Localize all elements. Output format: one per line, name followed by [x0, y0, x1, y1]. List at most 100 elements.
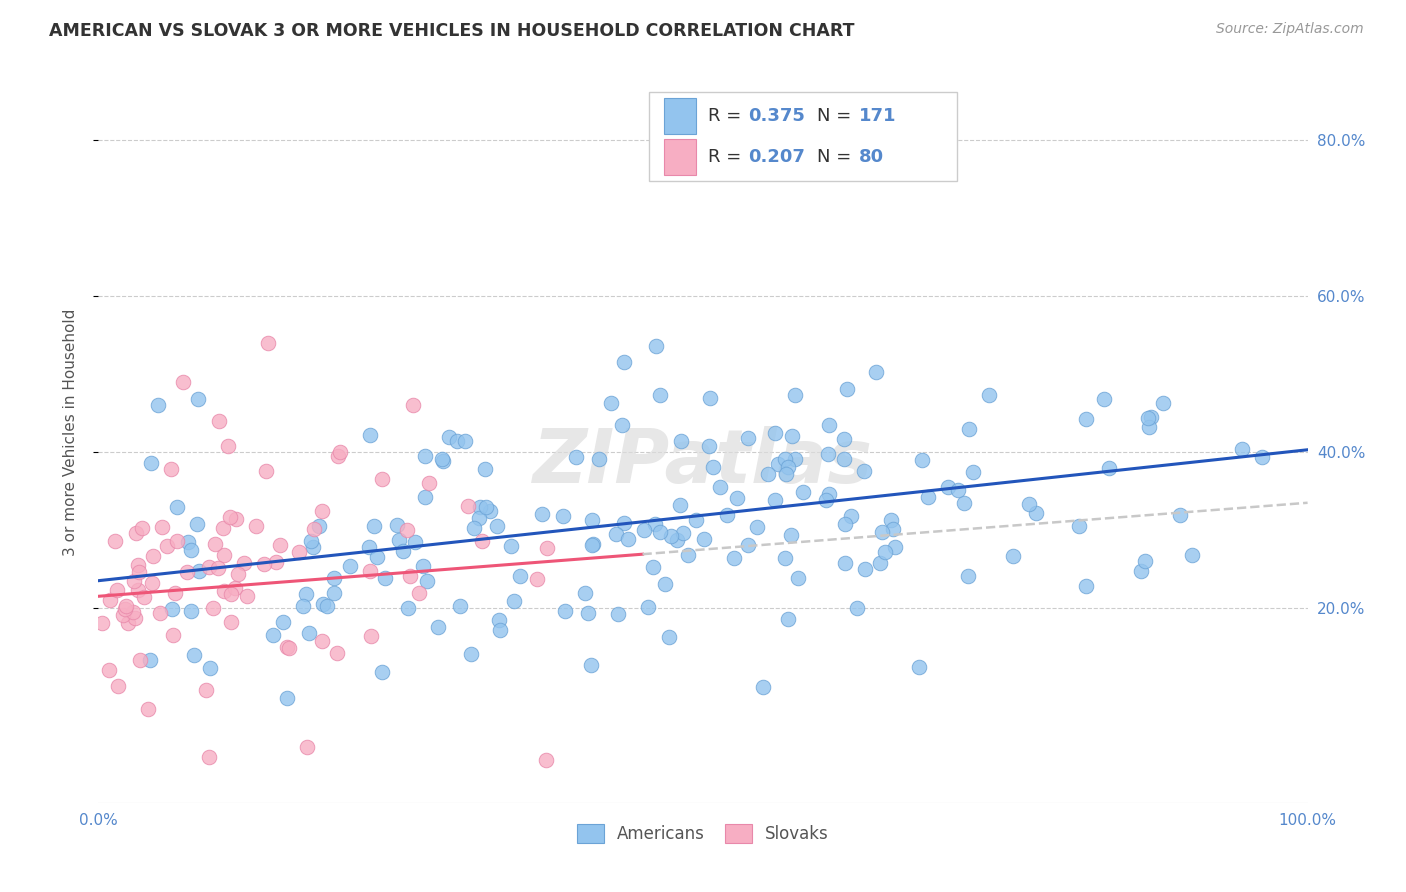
Point — [763, 425, 786, 440]
Point — [574, 586, 596, 600]
Point — [295, 739, 318, 754]
Point — [576, 607, 599, 621]
Point — [463, 521, 485, 535]
Point — [599, 395, 621, 409]
Point — [271, 615, 294, 629]
Point — [292, 599, 315, 613]
Text: 0.375: 0.375 — [748, 107, 804, 125]
Point — [792, 485, 814, 500]
Point — [554, 604, 576, 618]
Point — [852, 464, 875, 478]
Text: R =: R = — [707, 107, 747, 125]
Point — [160, 601, 183, 615]
Point — [468, 500, 491, 514]
Point — [312, 598, 335, 612]
Point — [326, 647, 349, 661]
Point — [200, 661, 222, 675]
Point — [360, 629, 382, 643]
Text: 171: 171 — [859, 107, 897, 125]
Point — [752, 681, 775, 695]
Point — [323, 586, 346, 600]
Point — [709, 480, 731, 494]
Text: Source: ZipAtlas.com: Source: ZipAtlas.com — [1216, 22, 1364, 37]
Point — [1025, 506, 1047, 520]
Point — [228, 566, 250, 581]
Point — [723, 551, 745, 566]
Point — [658, 630, 681, 644]
Point — [536, 541, 558, 555]
Point — [783, 452, 806, 467]
Point — [131, 521, 153, 535]
Point — [311, 504, 333, 518]
Point — [775, 467, 797, 481]
Point — [412, 559, 434, 574]
Point — [155, 539, 177, 553]
Point — [582, 537, 605, 551]
Point — [588, 452, 610, 467]
Point — [359, 564, 381, 578]
Point — [839, 509, 862, 524]
Point — [121, 606, 143, 620]
Point — [212, 583, 235, 598]
Point — [818, 417, 841, 432]
Point — [581, 513, 603, 527]
Point — [907, 660, 929, 674]
Point — [957, 422, 980, 436]
Point — [1139, 409, 1161, 424]
Point — [613, 516, 636, 530]
Point — [359, 428, 381, 442]
Point — [115, 599, 138, 613]
Point — [172, 375, 194, 389]
Point — [219, 587, 242, 601]
Point — [262, 628, 284, 642]
Point — [278, 641, 301, 656]
Point — [884, 540, 907, 554]
Text: 0.207: 0.207 — [748, 148, 804, 166]
Point — [408, 586, 430, 600]
Point — [1181, 549, 1204, 563]
Point — [773, 550, 796, 565]
Point — [737, 431, 759, 445]
Point — [166, 533, 188, 548]
Point — [326, 450, 349, 464]
Point — [776, 459, 799, 474]
Point — [141, 576, 163, 591]
Point — [834, 516, 856, 531]
Point — [474, 500, 496, 515]
Point — [129, 653, 152, 667]
Point — [363, 519, 385, 533]
Point — [264, 555, 287, 569]
Point — [783, 388, 806, 402]
Point — [817, 447, 839, 461]
Point — [1130, 564, 1153, 578]
Point — [956, 569, 979, 583]
Point — [977, 388, 1000, 402]
Point — [125, 526, 148, 541]
Point — [187, 565, 209, 579]
Text: 80: 80 — [859, 148, 884, 166]
Point — [1136, 410, 1159, 425]
Point — [952, 496, 974, 510]
Point — [208, 414, 231, 428]
Point — [936, 480, 959, 494]
Point — [637, 599, 659, 614]
Point — [107, 679, 129, 693]
Point — [124, 611, 146, 625]
Point — [139, 653, 162, 667]
Point — [776, 612, 799, 626]
Point — [832, 432, 855, 446]
Point — [1250, 450, 1272, 464]
Point — [204, 537, 226, 551]
Point — [865, 365, 887, 379]
Point — [834, 556, 856, 570]
Bar — [664, 139, 696, 175]
Point — [322, 571, 344, 585]
Point — [1168, 508, 1191, 522]
Point — [219, 615, 242, 630]
Point — [446, 434, 468, 448]
Point — [97, 664, 120, 678]
Point — [697, 439, 720, 453]
Point — [716, 508, 738, 523]
Point — [236, 589, 259, 603]
Point — [763, 493, 786, 508]
